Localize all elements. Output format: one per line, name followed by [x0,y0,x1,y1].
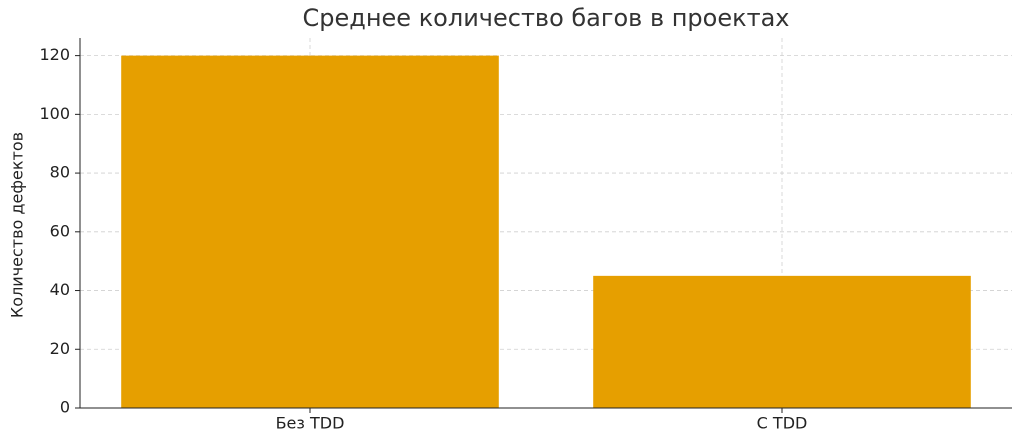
chart-title: Среднее количество багов в проектах [302,4,789,32]
y-tick-label: 100 [39,104,70,123]
y-tick-label: 60 [50,221,70,240]
y-tick-label: 120 [39,45,70,64]
bar [593,275,971,408]
bar [121,55,499,408]
y-tick-label: 80 [50,163,70,182]
y-tick-label: 0 [60,398,70,417]
y-tick-label: 20 [50,339,70,358]
x-tick-label: Без TDD [276,414,345,433]
x-tick-label: С TDD [757,414,808,433]
y-axis-label: Количество дефектов [8,132,27,318]
y-tick-label: 40 [50,280,70,299]
